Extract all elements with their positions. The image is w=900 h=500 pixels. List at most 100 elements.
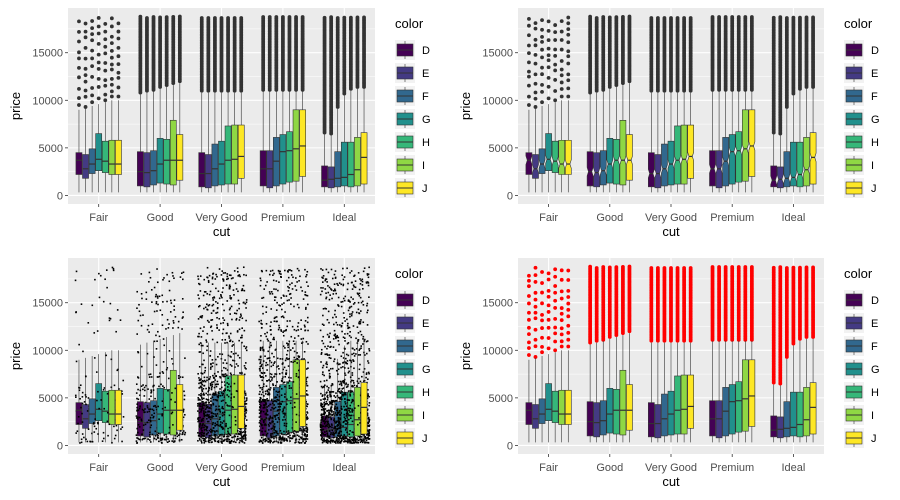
box: [327, 166, 335, 189]
jitter-point: [83, 436, 85, 439]
outlier-point: [533, 81, 538, 86]
jitter-point: [80, 406, 82, 409]
jitter-point: [233, 382, 236, 385]
jitter-point: [204, 401, 207, 404]
jitter-point: [147, 419, 150, 422]
box-notched: [558, 139, 566, 175]
jitter-point: [172, 424, 174, 426]
jitter-point: [210, 441, 213, 444]
jitter-point: [154, 435, 157, 437]
jitter-point: [239, 437, 241, 440]
jitter-point: [199, 439, 201, 441]
jitter-point: [172, 322, 175, 324]
outlier-point: [177, 14, 182, 19]
jitter-point: [161, 407, 164, 410]
jitter-point: [205, 411, 207, 414]
outlier-point: [90, 56, 95, 61]
jitter-point: [199, 405, 201, 407]
jitter-point: [168, 350, 171, 352]
box-notched: [538, 148, 546, 174]
jitter-point: [147, 324, 150, 327]
jitter-point: [160, 441, 163, 444]
box: [218, 140, 225, 186]
outlier-point: [527, 74, 531, 79]
jitter-point: [180, 438, 183, 441]
outlier-point: [96, 16, 101, 20]
jitter-point: [75, 360, 78, 363]
jitter-point: [221, 433, 223, 436]
jitter-point: [203, 278, 206, 281]
outlier-point: [103, 92, 108, 97]
jitter-point: [220, 425, 223, 428]
jitter-point: [212, 303, 215, 306]
jitter-point: [221, 303, 224, 306]
jitter-point: [144, 389, 146, 392]
jitter-point: [207, 304, 210, 307]
y-axis-title: price: [458, 92, 473, 120]
jitter-point: [202, 417, 205, 420]
outlier-point: [329, 15, 334, 20]
outlier-point: [566, 15, 571, 20]
jitter-point: [122, 379, 125, 382]
jitter-point: [211, 338, 214, 341]
jitter-point: [146, 411, 149, 413]
outlier-point: [527, 69, 531, 74]
outlier-point: [655, 16, 660, 20]
jitter-point: [225, 438, 228, 441]
jitter-point: [229, 295, 231, 297]
jitter-point: [199, 315, 202, 318]
jitter-point: [75, 270, 78, 273]
box-notched: [626, 134, 633, 181]
jitter-point: [96, 330, 99, 332]
jitter-point: [222, 328, 225, 331]
jitter-point: [148, 271, 151, 274]
jitter-point: [219, 388, 221, 390]
jitter-point: [166, 300, 168, 303]
outlier-point: [109, 16, 114, 21]
jitter-point: [210, 388, 213, 391]
jitter-point: [221, 339, 224, 341]
jitter-point: [241, 289, 244, 292]
outlier-point: [109, 62, 114, 67]
outlier-point: [533, 21, 538, 26]
outlier-point: [546, 46, 551, 51]
jitter-point: [205, 437, 207, 439]
jitter-point: [204, 408, 207, 411]
jitter-point: [201, 404, 204, 406]
jitter-point: [218, 418, 221, 421]
jitter-point: [203, 359, 205, 362]
jitter-point: [216, 341, 219, 344]
jitter-point: [245, 424, 247, 427]
jitter-point: [221, 411, 224, 414]
jitter-point: [224, 338, 227, 341]
jitter-point: [235, 363, 238, 365]
outlier-point: [546, 65, 551, 70]
jitter-point: [201, 363, 203, 366]
jitter-point: [210, 325, 213, 328]
jitter-point: [234, 416, 237, 418]
outlier-point: [103, 68, 108, 73]
jitter-point: [199, 394, 202, 397]
outlier-point: [743, 15, 748, 19]
jitter-point: [216, 413, 219, 415]
jitter-point: [197, 417, 200, 419]
jitter-point: [100, 399, 102, 401]
outlier-point: [164, 15, 169, 20]
outlier-point: [226, 16, 230, 20]
jitter-point: [244, 415, 247, 418]
jitter-point: [171, 440, 173, 442]
jitter-point: [172, 275, 174, 277]
jitter-point: [245, 434, 247, 436]
outlier-point: [109, 89, 114, 94]
jitter-point: [220, 293, 222, 296]
outlier-point: [804, 15, 809, 20]
jitter-point: [238, 302, 241, 305]
outlier-point: [559, 94, 564, 99]
jitter-point: [216, 302, 219, 304]
legend-label: I: [871, 160, 874, 172]
outlier-point: [566, 72, 571, 77]
jitter-point: [221, 405, 224, 408]
box-notched: [687, 124, 694, 179]
jitter-point: [97, 422, 99, 425]
jitter-point: [236, 435, 239, 438]
